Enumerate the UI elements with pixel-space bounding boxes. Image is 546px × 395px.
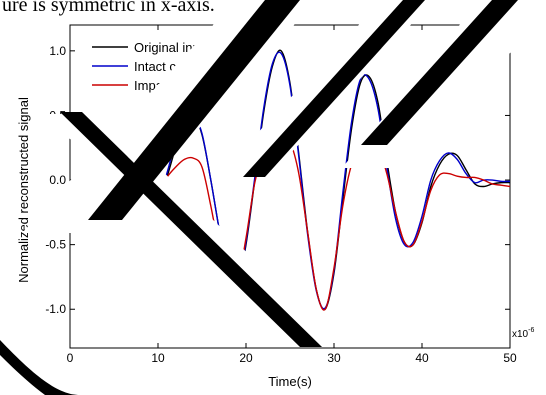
x-axis-multiplier: x10-6	[512, 327, 534, 340]
overlay-stripe	[88, 0, 300, 220]
y-tick-label: -0.5	[45, 238, 66, 252]
x-tick-label: 30	[327, 351, 341, 365]
overlay-stripe	[0, 340, 80, 395]
overlay-stripe	[60, 112, 322, 347]
x-axis-title: Time(s)	[268, 374, 312, 389]
x-tick-label: 20	[239, 351, 253, 365]
x-tick-label: 0	[67, 351, 74, 365]
x-tick-label: 40	[415, 351, 429, 365]
overlay-stripe	[361, 0, 518, 145]
overlay-stripe	[243, 0, 425, 177]
caption-fragment: ure is symmetric in x-axis.	[2, 0, 215, 16]
y-tick-label: 1.0	[49, 44, 66, 58]
x-tick-label: 10	[151, 351, 165, 365]
x-tick-label: 50	[503, 351, 517, 365]
black-overlay-stripes	[0, 0, 518, 395]
y-axis-title: Normalized reconstructed signal	[16, 97, 31, 283]
y-tick-label: 0.0	[49, 173, 66, 187]
y-tick-label: -1.0	[45, 302, 66, 316]
